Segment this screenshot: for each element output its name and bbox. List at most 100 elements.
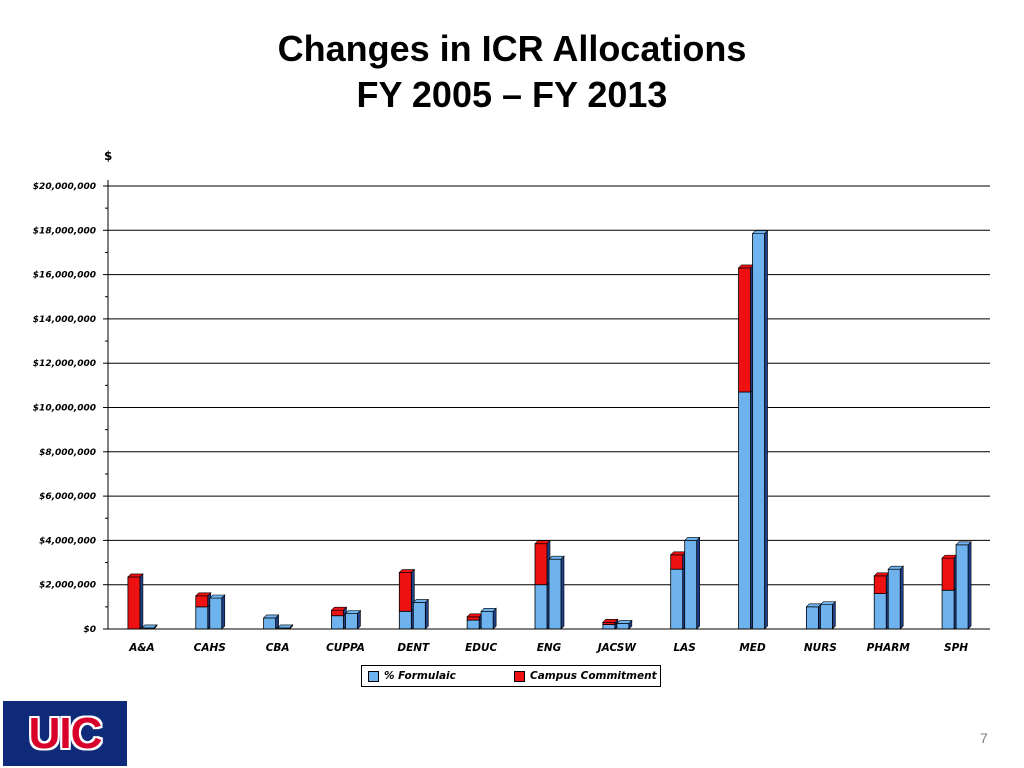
- bar-fy2005-formulaic: [738, 391, 751, 630]
- x-tick-label: SPH: [944, 642, 968, 654]
- bar-top: [398, 569, 416, 573]
- bar-fy2013-formulaic: [412, 602, 426, 630]
- bar-fy2013-formulaic: [480, 610, 494, 630]
- bar-fy2005-formulaic: [873, 593, 887, 630]
- bar-top: [466, 613, 483, 618]
- bar-top: [480, 607, 497, 612]
- bar-fy2005-formulaic: [670, 568, 684, 630]
- y-tick-label: $18,000,000: [33, 226, 96, 236]
- legend-item-formulaic: % Formulaic: [368, 670, 456, 682]
- bar-fy2013-formulaic-side: [899, 565, 904, 630]
- x-tick-label: DENT: [397, 642, 430, 654]
- bar-fy2005-formulaic: [602, 624, 616, 630]
- bar-top: [195, 592, 212, 597]
- x-tick-label: A&A: [128, 642, 154, 654]
- legend-label-campus: Campus Commitment: [530, 670, 657, 682]
- bar-top: [209, 594, 226, 599]
- title-line-1: Changes in ICR Allocations: [277, 28, 747, 69]
- chart-legend: % Formulaic Campus Commitment: [361, 665, 661, 687]
- y-tick-label: $4,000,000: [39, 536, 96, 546]
- uic-logo: UIC: [3, 701, 127, 766]
- x-tick-label: JACSW: [596, 642, 637, 654]
- bar-top: [805, 603, 823, 608]
- x-tick-label: PHARM: [867, 642, 911, 654]
- y-tick-label: $8,000,000: [39, 448, 96, 458]
- bar-fy2013-formulaic-side: [425, 598, 429, 630]
- bar-fy2013-formulaic-side: [696, 536, 700, 630]
- bar-fy2005-campus: [670, 554, 684, 570]
- bar-top: [819, 601, 837, 605]
- bar-fy2005-campus-side: [139, 573, 144, 630]
- y-axis-ticks: $0 $2,000,000 $4,000,000 $6,000,000 $8,000,0…: [33, 182, 108, 635]
- bar-fy2013-formulaic: [819, 604, 833, 630]
- x-axis-labels: A&A CAHS CBA CUPPA DENT EDUC ENG JACSW LAS MED NUR…: [128, 642, 968, 654]
- y-tick-label: $12,000,000: [33, 359, 96, 369]
- bar-fy2005-formulaic: [805, 606, 819, 630]
- bar-top: [955, 541, 972, 546]
- bar-fy2013-formulaic-side: [967, 541, 972, 630]
- bar-fy2013-formulaic: [345, 613, 358, 630]
- bar-fy2005-campus: [873, 575, 887, 594]
- bar-fy2013-formulaic-side: [221, 594, 226, 630]
- bars: [127, 229, 972, 630]
- bar-fy2005-formulaic: [331, 615, 344, 630]
- bar-fy2013-formulaic-side: [560, 555, 565, 630]
- bar-top: [941, 554, 958, 559]
- bar-fy2013-formulaic: [955, 544, 969, 630]
- x-tick-label: LAS: [673, 642, 695, 654]
- y-tick-label: $2,000,000: [39, 581, 96, 591]
- uic-logo-text: UIC: [28, 708, 103, 758]
- bar-fy2013-formulaic-side: [832, 600, 836, 630]
- bar-top: [616, 620, 633, 624]
- gridlines: [108, 185, 990, 586]
- bar-fy2013-formulaic: [209, 597, 223, 630]
- bar-top: [534, 540, 551, 545]
- bar-fy2013-formulaic: [684, 540, 698, 630]
- y-tick-label: $20,000,000: [33, 182, 96, 192]
- bar-fy2005-campus: [534, 543, 548, 586]
- page-number: 7: [980, 730, 988, 746]
- bar-fy2005-formulaic: [466, 619, 480, 630]
- bar-fy2005-formulaic: [263, 617, 277, 630]
- bar-top: [141, 624, 158, 629]
- bar-fy2005-campus: [466, 616, 480, 621]
- bar-fy2013-formulaic: [752, 233, 765, 630]
- bar-top: [330, 606, 348, 611]
- slide-title: Changes in ICR Allocations FY 2005 – FY …: [0, 26, 1024, 118]
- bar-top: [548, 555, 565, 560]
- x-tick-label: CBA: [266, 642, 290, 654]
- y-axis-label: $: [104, 149, 112, 163]
- x-tick-label: CAHS: [194, 642, 226, 654]
- bar-top: [344, 610, 362, 614]
- x-tick-label: NURS: [804, 642, 837, 654]
- bar-fy2005-campus: [602, 621, 616, 625]
- bar-top: [669, 551, 687, 556]
- bar-fy2005-formulaic: [941, 589, 955, 630]
- bar-fy2005-campus: [127, 576, 141, 630]
- bar-fy2005-campus: [195, 595, 209, 608]
- legend-swatch-formulaic: [368, 670, 379, 682]
- bar-fy2013-formulaic: [887, 568, 901, 630]
- title-line-2: FY 2005 – FY 2013: [356, 74, 668, 115]
- bar-top: [412, 599, 430, 603]
- bar-fy2013-formulaic-side: [764, 229, 768, 630]
- x-tick-label: MED: [739, 642, 766, 654]
- x-tick-label: CUPPA: [326, 642, 365, 654]
- legend-swatch-campus: [514, 670, 525, 682]
- bar-top: [602, 619, 619, 623]
- bar-fy2013-formulaic: [616, 623, 630, 630]
- bar-top: [751, 230, 769, 234]
- bar-fy2013-formulaic: [548, 558, 562, 630]
- y-tick-label: $16,000,000: [33, 271, 96, 281]
- bar-fy2005-formulaic: [534, 584, 548, 630]
- bar-fy2005-formulaic: [398, 610, 412, 630]
- y-tick-label: $10,000,000: [33, 404, 96, 414]
- bar-top: [737, 264, 755, 269]
- bar-top: [683, 537, 701, 541]
- bar-top: [276, 624, 294, 629]
- bar-top: [127, 573, 144, 578]
- bar-fy2005-formulaic: [195, 606, 209, 630]
- x-tick-label: EDUC: [465, 642, 497, 654]
- bar-top: [262, 614, 280, 619]
